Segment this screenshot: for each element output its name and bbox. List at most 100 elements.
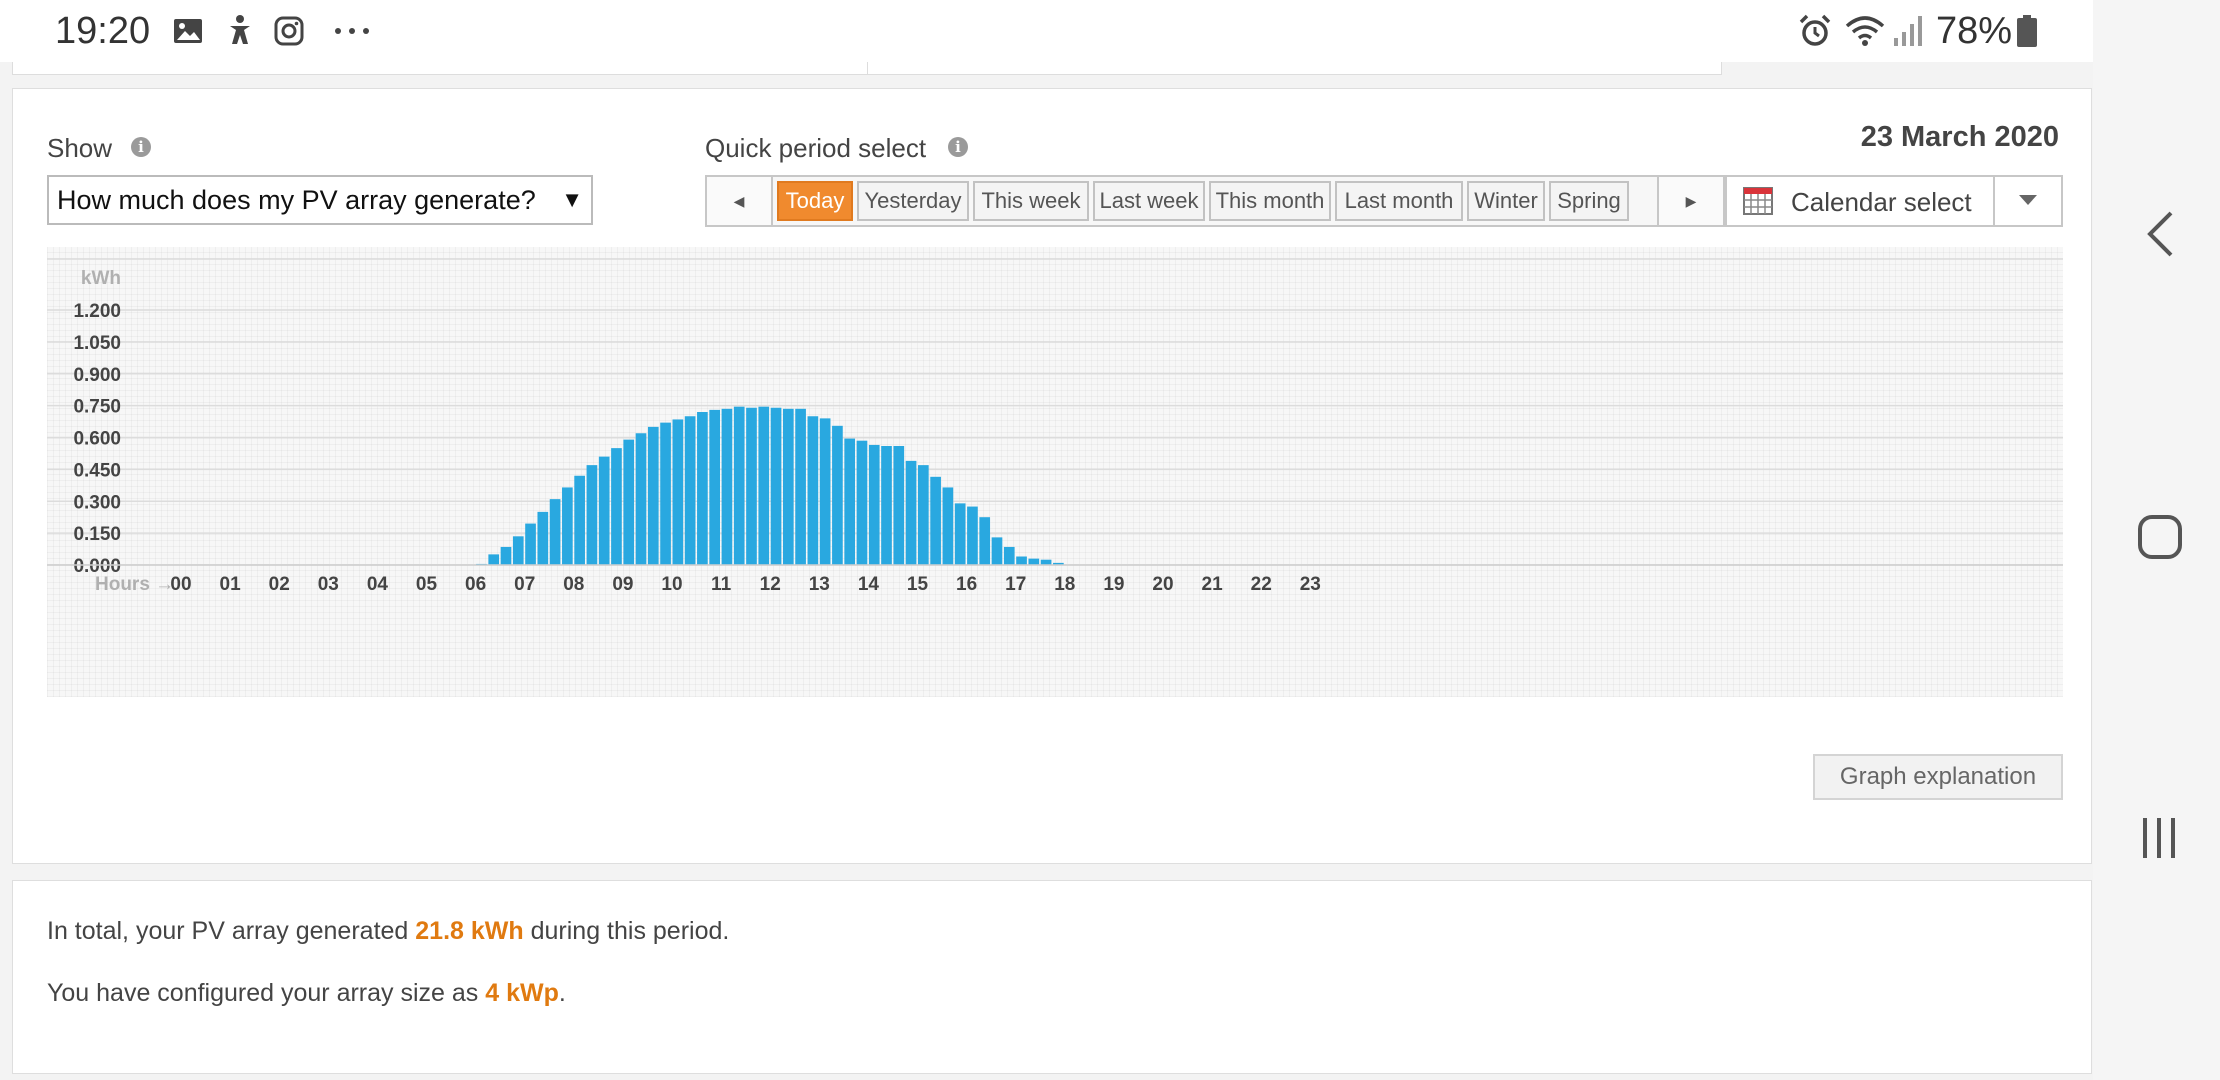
chart-bar [647, 426, 659, 565]
chart-bar [991, 537, 1003, 565]
select-arrow-icon: ▼ [561, 187, 583, 212]
chart-bar [868, 444, 880, 565]
calendar-icon [1743, 187, 1773, 215]
chart-bar [930, 476, 941, 565]
y-tick-label: 0.450 [73, 460, 121, 481]
chart-bar [905, 460, 917, 565]
x-tick-label: 17 [1005, 574, 1026, 595]
y-tick-label: 0.900 [73, 365, 121, 386]
chart-bar [881, 446, 892, 565]
chart-bar [856, 440, 868, 565]
x-tick-label: 23 [1300, 574, 1321, 595]
chart-bar [918, 465, 929, 565]
graph-explanation-button[interactable]: Graph explanation [1813, 754, 2063, 800]
y-tick-label: 1.050 [73, 333, 121, 354]
x-tick-label: 07 [514, 574, 535, 595]
chart-bar [844, 438, 856, 565]
x-tick-label: 12 [760, 574, 781, 595]
period-this-week[interactable]: This week [973, 181, 1089, 221]
period-this-month[interactable]: This month [1209, 181, 1331, 221]
chart-bar [1003, 546, 1015, 565]
chart-bar [1016, 556, 1027, 565]
alarm-icon [1799, 14, 1831, 46]
chart-bar [746, 407, 757, 565]
chart-bar [819, 418, 831, 565]
x-tick-label: 05 [416, 574, 438, 595]
x-tick-label: 06 [465, 574, 486, 595]
chart-bar [967, 506, 978, 565]
next-period-button[interactable]: ▶ [1657, 177, 1723, 225]
chart-bar [942, 487, 954, 565]
battery-percent: 78% [1936, 10, 2013, 52]
chart-bar [1028, 558, 1040, 565]
array-size-value: 4 kWp [485, 979, 559, 1007]
back-icon[interactable] [2145, 210, 2175, 258]
chart-bar [635, 433, 647, 565]
chart-bar [1040, 559, 1052, 565]
y-tick-label: 0.600 [73, 429, 121, 450]
calendar-dropdown-button[interactable] [1993, 177, 2061, 225]
show-label: Show [47, 133, 113, 163]
chart-bar [672, 419, 684, 565]
x-tick-label: 15 [907, 574, 929, 595]
x-tick-label: 03 [318, 574, 339, 595]
show-select-value: How much does my PV array generate? [57, 185, 536, 215]
show-info-icon[interactable]: i [131, 137, 151, 157]
battery-icon [2017, 15, 2037, 47]
period-yesterday[interactable]: Yesterday [857, 181, 969, 221]
chevron-down-icon [2019, 195, 2037, 205]
chart-bar [660, 422, 671, 565]
chart-bar [574, 475, 585, 565]
x-tick-label: 08 [563, 574, 584, 595]
recent-apps-icon[interactable] [2139, 816, 2179, 860]
y-tick-label: 0.150 [73, 524, 121, 545]
chart-bar [623, 439, 635, 565]
home-icon[interactable] [2137, 514, 2183, 560]
period-spring[interactable]: Spring [1549, 181, 1629, 221]
y-tick-label: 0.750 [73, 397, 121, 418]
wifi-icon [1845, 16, 1885, 46]
graph-panel: Show i How much does my PV array generat… [12, 88, 2092, 864]
x-tick-label: 02 [269, 574, 290, 595]
selected-date: 23 March 2020 [1860, 121, 2059, 153]
show-select[interactable]: How much does my PV array generate? ▼ [47, 175, 593, 225]
chart-bar [537, 511, 549, 565]
period-today[interactable]: Today [777, 181, 853, 221]
x-tick-label: 18 [1054, 574, 1075, 595]
more-dots-icon [335, 28, 369, 34]
total-generated-text: In total, your PV array generated 21.8 k… [47, 917, 729, 946]
chart-bar [721, 408, 733, 565]
status-time: 19:20 [55, 10, 151, 52]
quick-period-info-icon[interactable]: i [948, 137, 968, 157]
chart-bar [893, 446, 905, 565]
period-winter[interactable]: Winter [1467, 181, 1545, 221]
status-bar: 19:20 78% [0, 0, 2093, 62]
accessibility-icon [230, 15, 250, 44]
quick-period-label: Quick period select [705, 133, 927, 163]
period-last-month[interactable]: Last month [1335, 181, 1463, 221]
chart-bar [795, 408, 806, 565]
chart-bar [586, 465, 598, 565]
x-tick-label: 19 [1103, 574, 1124, 595]
previous-period-button[interactable]: ◀ [707, 177, 773, 225]
chart-bar [488, 554, 500, 565]
calendar-select[interactable]: Calendar select [1725, 175, 2063, 227]
chart-bar [954, 503, 966, 565]
chart-area: kWh 1.200 1.050 0.900 0.750 0.600 0.450 0.300 0.… [47, 247, 2063, 697]
generation-chart: kWh 1.200 1.050 0.900 0.750 0.600 0.450 0.300 0.… [47, 258, 2063, 595]
period-select-bar: ◀ Today Yesterday This week Last week Th… [705, 175, 1725, 227]
x-tick-label: 11 [711, 574, 732, 595]
period-last-week[interactable]: Last week [1093, 181, 1205, 221]
x-axis-label: Hours → [95, 574, 174, 595]
x-tick-label: 04 [367, 574, 389, 595]
chart-bar [684, 416, 696, 565]
chart-bar [611, 448, 622, 565]
y-tick-label: 1.200 [73, 301, 121, 322]
x-tick-label: 14 [858, 574, 880, 595]
x-tick-label: 20 [1152, 574, 1173, 595]
total-value: 21.8 kWh [415, 917, 524, 945]
chart-bar [549, 499, 561, 565]
total-suffix: during this period. [530, 917, 730, 945]
chart-bar [500, 546, 512, 565]
array-size-suffix: . [558, 979, 566, 1007]
